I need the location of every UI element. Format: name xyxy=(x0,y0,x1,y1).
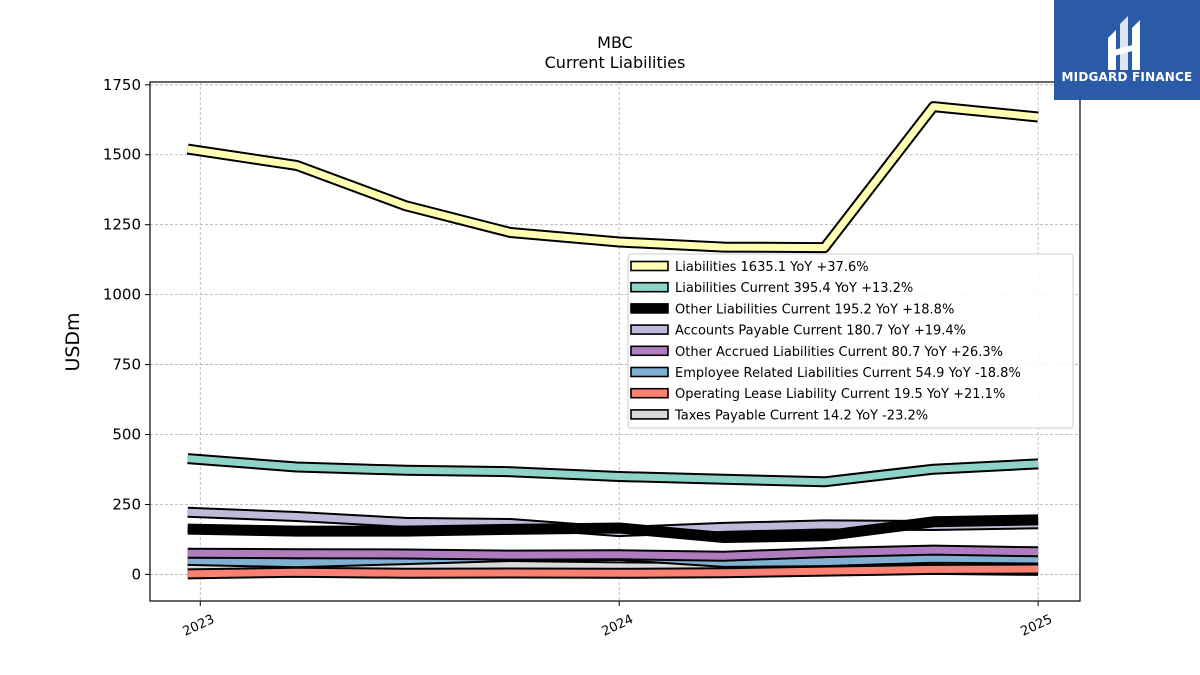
legend-label: Other Accrued Liabilities Current 80.7 Y… xyxy=(675,345,1003,360)
legend-label: Other Liabilities Current 195.2 YoY +18.… xyxy=(675,302,954,317)
legend: Liabilities 1635.1 YoY +37.6% Liabilities… xyxy=(627,253,1074,429)
y-tick-label: 250 xyxy=(112,495,141,513)
chart-title: MBC xyxy=(597,33,633,52)
legend-swatch xyxy=(630,345,669,357)
grid xyxy=(150,82,1080,601)
legend-swatch xyxy=(630,281,669,293)
series-line xyxy=(187,565,1039,578)
chart-subtitle: Current Liabilities xyxy=(545,53,686,72)
legend-item: Liabilities Current 395.4 YoY +13.2% xyxy=(630,281,913,296)
logo-mark-icon xyxy=(1108,16,1140,70)
series-layer xyxy=(186,101,1039,580)
legend-swatch xyxy=(630,260,669,272)
legend-label: Liabilities Current 395.4 YoY +13.2% xyxy=(675,281,913,296)
legend-label: Operating Lease Liability Current 19.5 Y… xyxy=(675,387,1005,402)
legend-box xyxy=(627,253,1074,429)
legend-item: Other Liabilities Current 195.2 YoY +18.… xyxy=(630,302,954,317)
logo-text: MIDGARD FINANCE xyxy=(1062,70,1193,84)
series-line xyxy=(187,455,1039,486)
legend-swatch xyxy=(630,387,669,399)
legend-swatch xyxy=(630,303,669,314)
series-line xyxy=(187,546,1039,560)
series-line xyxy=(187,103,1039,252)
series-liabilities xyxy=(186,101,1039,254)
series-operating-lease-liability-current xyxy=(187,563,1039,580)
legend-swatch xyxy=(630,324,669,335)
legend-label: Taxes Payable Current 14.2 YoY -23.2% xyxy=(674,408,928,423)
legend-swatch xyxy=(630,366,669,378)
legend-item: Employee Related Liabilities Current 54.… xyxy=(630,366,1021,381)
series-other-accrued-liabilities-current xyxy=(187,544,1039,562)
y-tick-label: 1500 xyxy=(103,146,141,164)
series-line xyxy=(187,516,1039,541)
plot-frame xyxy=(149,81,1081,602)
y-tick-label: 1750 xyxy=(103,76,141,94)
series-liabilities-current xyxy=(187,453,1039,488)
legend-item: Other Accrued Liabilities Current 80.7 Y… xyxy=(630,345,1003,360)
legend-label: Employee Related Liabilities Current 54.… xyxy=(675,366,1021,381)
y-tick-label: 750 xyxy=(112,356,141,374)
y-tick-label: 1250 xyxy=(103,216,141,234)
y-tick-label: 1000 xyxy=(103,286,141,304)
y-tick-label: 0 xyxy=(131,565,141,583)
legend-swatch xyxy=(630,409,669,420)
legend-label: Accounts Payable Current 180.7 YoY +19.4… xyxy=(675,324,966,339)
brand-logo: MIDGARD FINANCE xyxy=(1054,0,1200,100)
legend-item: Accounts Payable Current 180.7 YoY +19.4… xyxy=(630,324,966,339)
legend-item: Liabilities 1635.1 YoY +37.6% xyxy=(630,260,869,275)
legend-label: Liabilities 1635.1 YoY +37.6% xyxy=(675,260,869,275)
y-axis-ticks: 0 250 500 750 1000 1250 1500 1750 xyxy=(103,76,150,583)
legend-item: Operating Lease Liability Current 19.5 Y… xyxy=(630,387,1005,402)
y-tick-label: 500 xyxy=(112,426,141,444)
series-other-liabilities-current xyxy=(187,514,1039,543)
legend-item: Taxes Payable Current 14.2 YoY -23.2% xyxy=(630,408,928,423)
y-axis-label: USDm xyxy=(62,312,84,371)
